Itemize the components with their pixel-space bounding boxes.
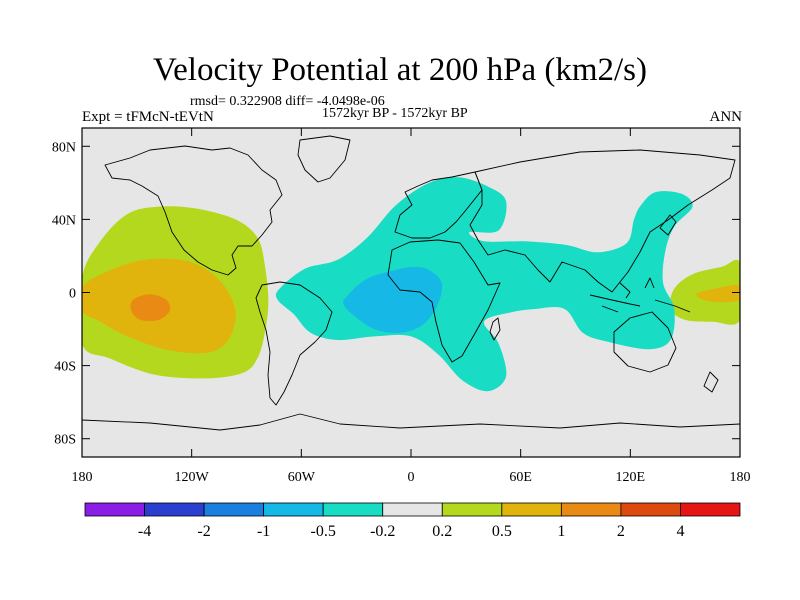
- colorbar-swatch: [144, 502, 205, 517]
- lat-tick-label: 0: [69, 287, 76, 302]
- colorbar-label: 1: [557, 523, 565, 540]
- colorbar-label: -0.5: [311, 523, 336, 540]
- africa-coast: [387, 239, 501, 363]
- colorbar-swatch: [560, 502, 622, 517]
- lon-tick-label: 60W: [288, 470, 316, 485]
- lat-tick-label: 80N: [52, 140, 76, 155]
- lon-tick-label: 120W: [175, 470, 210, 485]
- colorbar-swatch: [680, 502, 741, 517]
- australia-coast: [613, 311, 677, 373]
- contour-fill-layer: [82, 177, 740, 392]
- indonesia-coast: [589, 277, 691, 313]
- contour-atlantic-negative-core: [343, 266, 443, 333]
- colorbar-swatch: [620, 502, 681, 517]
- colorbar-label: -0.2: [370, 523, 395, 540]
- colorbar: -4 -2 -1 -0.5 -0.2 0.2 0.5 1 2 4: [84, 502, 741, 540]
- page-title: Velocity Potential at 200 hPa (km2/s): [152, 52, 648, 88]
- colorbar-swatch: [84, 502, 145, 517]
- contour-west-pacific-positive-core: [696, 284, 740, 303]
- lat-tick-label: 40N: [52, 213, 76, 228]
- lat-tick-label: 80S: [54, 433, 76, 448]
- lat-tick-label: 40S: [54, 360, 76, 375]
- lon-tick-label: 180: [72, 470, 93, 485]
- north-america-coast: [104, 145, 283, 276]
- antarctica-coast: [82, 413, 740, 431]
- colorbar-label: -4: [138, 523, 151, 540]
- map-panel: 80N 40N 0 40S 80S 180 120W 60W 0 60E 120E 180: [52, 127, 751, 485]
- japan-coast: [659, 214, 677, 236]
- colorbar-swatch: [322, 502, 384, 517]
- colorbar-label: 4: [676, 523, 684, 540]
- experiment-label: Expt = tFMcN-tEVtN: [82, 109, 214, 125]
- colorbar-label: 2: [617, 523, 625, 540]
- coastlines: [82, 135, 740, 431]
- colorbar-swatch: [203, 502, 265, 517]
- colorbar-swatch: [441, 502, 503, 517]
- asia-coast: [469, 149, 736, 293]
- madagascar-coast: [489, 317, 501, 341]
- colorbar-label: 0.5: [492, 523, 512, 540]
- season-label: ANN: [709, 109, 743, 125]
- lon-tick-label: 0: [408, 470, 415, 485]
- lon-tick-label: 60E: [509, 470, 532, 485]
- lon-tick-label: 120E: [616, 470, 646, 485]
- colorbar-swatch: [382, 502, 443, 517]
- contour-pacific-positive-core: [130, 294, 171, 322]
- contour-atlantic-negative-outer: [275, 177, 693, 392]
- colorbar-label: -2: [197, 523, 210, 540]
- longitude-axis: 180 120W 60W 0 60E 120E 180: [72, 128, 751, 485]
- colorbar-label: -1: [257, 523, 270, 540]
- colorbar-label: 0.2: [432, 523, 452, 540]
- south-america-coast: [255, 281, 333, 406]
- colorbar-swatch: [501, 502, 562, 517]
- stats-text: rmsd= 0.322908 diff= -4.0498e-06: [190, 94, 385, 109]
- new-zealand-coast: [703, 371, 719, 393]
- colorbar-swatch: [263, 502, 324, 517]
- greenland-coast: [297, 135, 351, 183]
- period-text: 1572kyr BP - 1572kyr BP: [322, 106, 468, 121]
- lon-tick-label: 180: [730, 470, 751, 485]
- latitude-axis: 80N 40N 0 40S 80S: [52, 140, 740, 448]
